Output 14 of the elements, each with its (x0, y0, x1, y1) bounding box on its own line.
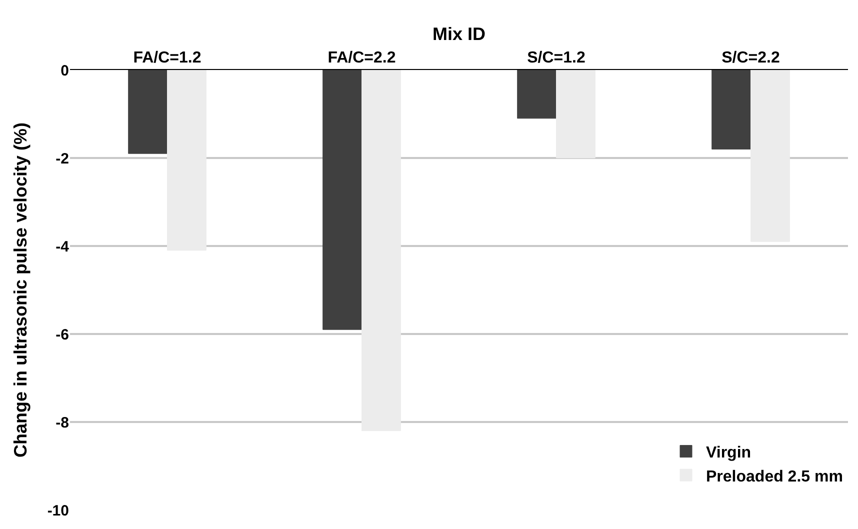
x-tick-label: S/C=2.2 (722, 50, 780, 67)
x-tick-label: S/C=1.2 (527, 50, 586, 67)
y-tick-label: -6 (56, 326, 69, 344)
y-tick-label: -2 (56, 150, 69, 168)
legend-label: Preloaded 2.5 mm (706, 468, 843, 486)
y-tick-label: -8 (56, 414, 69, 432)
y-axis-title: Change in ultrasonic pulse velocity (%) (10, 122, 31, 458)
x-tick-label: FA/C=2.2 (328, 50, 396, 67)
x-tick-label: FA/C=1.2 (133, 50, 202, 67)
legend-label: Virgin (706, 444, 752, 462)
y-tick-label: 0 (60, 62, 69, 80)
y-tick-label: -10 (47, 502, 69, 520)
x-axis-title: Mix ID (432, 24, 486, 44)
y-tick-label: -4 (56, 238, 70, 256)
